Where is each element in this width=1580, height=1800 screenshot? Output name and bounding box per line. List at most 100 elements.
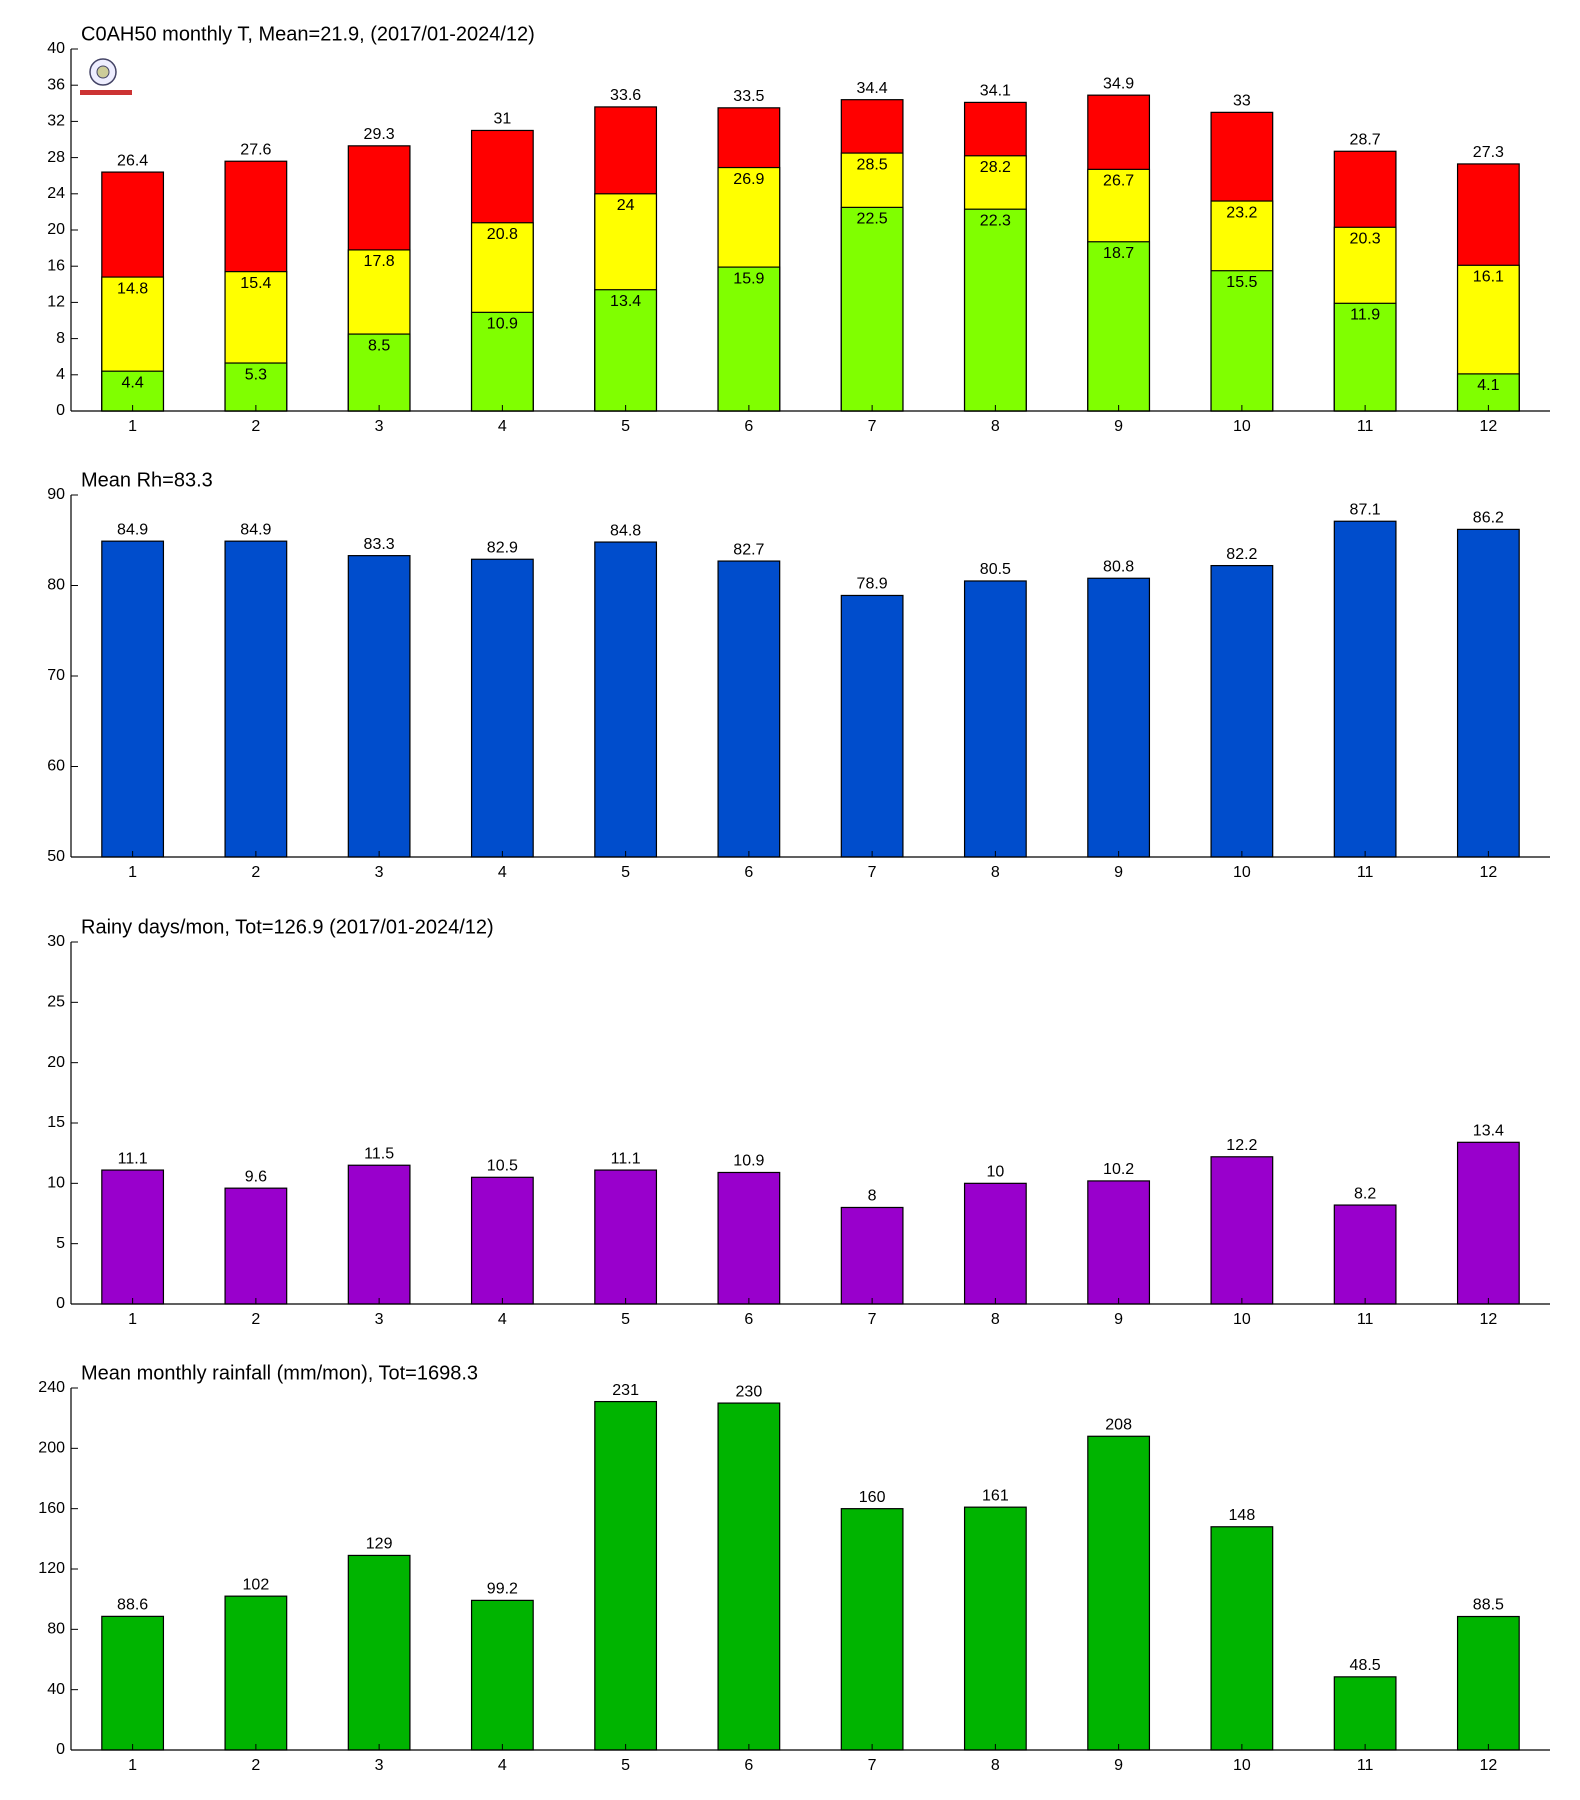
y-tick-label: 4: [56, 366, 65, 383]
value-label: 34.9: [1103, 75, 1134, 92]
x-tick-label: 8: [991, 418, 1000, 435]
bar: [963, 1182, 1027, 1305]
value-label: 148: [1229, 1507, 1256, 1524]
bar: [717, 1402, 781, 1751]
value-label: 8.5: [368, 337, 390, 354]
bar: [1333, 302, 1397, 412]
x-tick-label: 10: [1233, 1311, 1251, 1328]
bar: [470, 1176, 534, 1305]
value-label: 20.8: [487, 226, 518, 243]
y-tick-label: 90: [47, 486, 65, 503]
y-tick-label: 5: [56, 1235, 65, 1252]
x-tick-label: 7: [868, 1311, 877, 1328]
x-tick-label: 1: [128, 1757, 137, 1774]
x-tick-label: 11: [1357, 1757, 1374, 1774]
x-tick-label: 9: [1114, 1757, 1123, 1774]
bar: [594, 1169, 658, 1305]
bar: [347, 333, 411, 412]
x-tick-label: 6: [744, 418, 753, 435]
bar: [963, 208, 1027, 412]
bar: [1333, 1204, 1397, 1305]
value-label: 24: [617, 197, 635, 214]
x-tick-label: 5: [621, 864, 630, 881]
y-tick-label: 0: [56, 402, 65, 419]
value-label: 28.7: [1350, 131, 1381, 148]
bar: [347, 555, 411, 858]
value-label: 12.2: [1226, 1137, 1257, 1154]
value-label: 161: [982, 1487, 1009, 1504]
bar: [594, 289, 658, 412]
value-label: 4.1: [1477, 377, 1499, 394]
x-tick-label: 3: [375, 1757, 384, 1774]
y-tick-label: 80: [47, 577, 65, 594]
x-tick-label: 9: [1114, 418, 1123, 435]
y-tick-label: 10: [47, 1175, 65, 1192]
x-tick-label: 8: [991, 864, 1000, 881]
value-label: 13.4: [610, 293, 641, 310]
bar: [347, 1164, 411, 1305]
bar: [101, 1169, 165, 1305]
value-label: 11.9: [1350, 307, 1380, 324]
x-tick-label: 12: [1479, 864, 1497, 881]
value-label: 34.4: [857, 80, 888, 97]
y-tick-label: 36: [47, 76, 65, 93]
bar: [470, 311, 534, 412]
value-label: 80.5: [980, 561, 1011, 578]
x-tick-label: 3: [375, 1311, 384, 1328]
value-label: 48.5: [1350, 1657, 1381, 1674]
value-label: 15.5: [1226, 274, 1257, 291]
bar: [717, 266, 781, 412]
value-label: 18.7: [1103, 245, 1134, 262]
value-label: 26.4: [117, 152, 148, 169]
value-label: 4.4: [122, 374, 144, 391]
x-tick-label: 2: [251, 418, 260, 435]
y-tick-label: 70: [47, 667, 65, 684]
value-label: 29.3: [364, 126, 395, 143]
bar: [101, 1615, 165, 1751]
value-label: 22.5: [857, 211, 888, 228]
bar: [224, 362, 288, 412]
x-tick-label: 12: [1479, 1311, 1497, 1328]
x-tick-label: 12: [1479, 418, 1497, 435]
bar: [963, 580, 1027, 858]
y-tick-label: 12: [47, 294, 65, 311]
y-tick-label: 200: [38, 1440, 65, 1457]
value-label: 84.9: [117, 521, 148, 538]
value-label: 27.3: [1473, 144, 1504, 161]
y-tick-label: 25: [47, 994, 65, 1011]
value-label: 231: [612, 1382, 639, 1399]
y-tick-label: 15: [47, 1114, 65, 1131]
x-tick-label: 8: [991, 1757, 1000, 1774]
x-tick-label: 1: [128, 418, 137, 435]
x-tick-label: 6: [744, 864, 753, 881]
value-label: 230: [736, 1383, 763, 1400]
bar: [224, 540, 288, 858]
value-label: 8.2: [1354, 1185, 1376, 1202]
chart-title: Mean monthly rainfall (mm/mon), Tot=1698…: [81, 1362, 478, 1384]
bar: [1210, 270, 1274, 412]
value-label: 102: [243, 1576, 270, 1593]
bar: [1456, 1141, 1520, 1305]
value-label: 82.9: [487, 539, 518, 556]
x-tick-label: 2: [251, 1757, 260, 1774]
x-tick-label: 3: [375, 418, 384, 435]
value-label: 34.1: [980, 83, 1011, 100]
value-label: 15.9: [733, 270, 764, 287]
x-tick-label: 1: [128, 864, 137, 881]
value-label: 11.1: [118, 1150, 148, 1167]
bar: [840, 206, 904, 412]
value-label: 84.8: [610, 522, 641, 539]
bar: [1087, 241, 1151, 412]
y-tick-label: 0: [56, 1741, 65, 1758]
x-tick-label: 7: [868, 864, 877, 881]
x-tick-label: 2: [251, 864, 260, 881]
bar: [1210, 1526, 1274, 1751]
bar: [1333, 520, 1397, 858]
bar: [101, 540, 165, 858]
bar: [1087, 577, 1151, 858]
value-label: 28.2: [980, 159, 1011, 176]
y-tick-label: 32: [47, 113, 65, 130]
bar: [1333, 1676, 1397, 1751]
value-label: 99.2: [487, 1581, 518, 1598]
x-tick-label: 4: [498, 1311, 507, 1328]
